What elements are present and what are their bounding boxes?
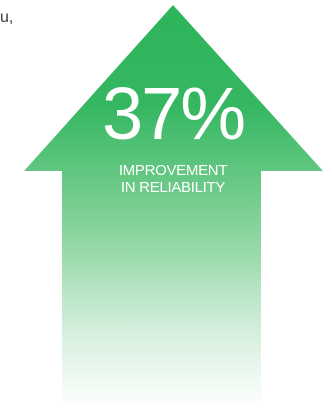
stat-caption-line2: IN RELIABILITY: [120, 179, 226, 196]
stat-caption: IMPROVEMENT IN RELIABILITY: [83, 162, 263, 196]
cropped-text: u,: [0, 9, 14, 26]
stat-caption-line1: IMPROVEMENT: [118, 162, 228, 179]
arrow-shape: [24, 5, 323, 409]
stat-value: 37%: [101, 72, 246, 155]
